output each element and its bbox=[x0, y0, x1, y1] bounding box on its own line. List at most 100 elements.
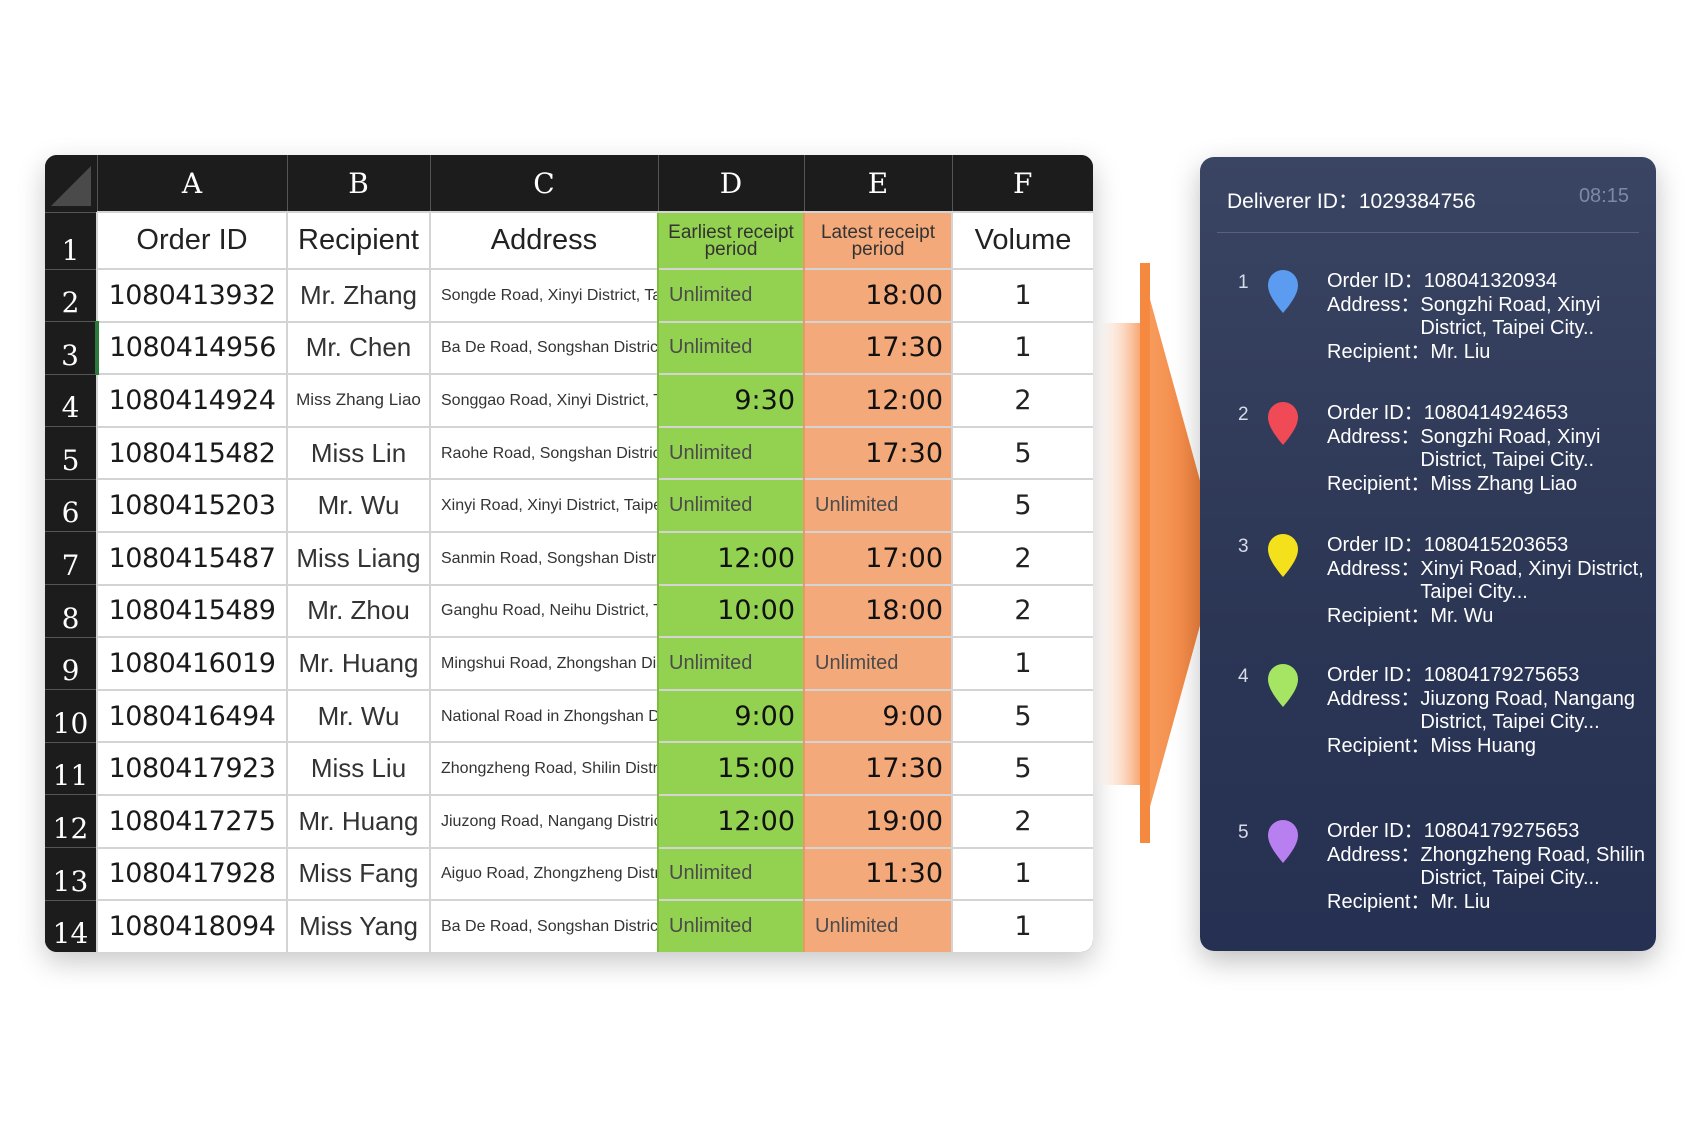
table-row[interactable]: 6 1080415203 Mr. Wu Xinyi Road, Xinyi Distr… bbox=[45, 478, 1093, 532]
cell-recipient[interactable]: Mr. Zhang bbox=[286, 268, 430, 322]
cell-volume[interactable]: 2 bbox=[951, 583, 1093, 638]
cell-address[interactable]: Ba De Road, Songshan District, Taipei Ci… bbox=[429, 899, 658, 952]
row-number[interactable]: 1 bbox=[45, 211, 97, 269]
cell-order-id[interactable]: 1080415489 bbox=[96, 583, 287, 638]
column-header-f[interactable]: F bbox=[951, 155, 1093, 212]
table-row[interactable]: 2 1080413932 Mr. Zhang Songde Road, Xinyi D… bbox=[45, 268, 1093, 322]
header-order-id[interactable]: Order ID bbox=[96, 211, 287, 269]
table-row[interactable]: 11 1080417923 Miss Liu Zhongzheng Road, Shi… bbox=[45, 741, 1093, 795]
cell-order-id[interactable]: 1080413932 bbox=[96, 268, 287, 322]
cell-order-id[interactable]: 1080418094 bbox=[96, 899, 287, 952]
column-header-e[interactable]: E bbox=[803, 155, 952, 212]
cell-volume[interactable]: 2 bbox=[951, 793, 1093, 848]
cell-recipient[interactable]: Miss Liu bbox=[286, 741, 430, 795]
cell-address[interactable]: Mingshui Road, Zhongshan District, Taipe… bbox=[429, 636, 658, 690]
cell-earliest[interactable]: 9:00 bbox=[657, 688, 804, 743]
cell-latest[interactable]: 17:30 bbox=[803, 320, 952, 375]
row-number[interactable]: 10 bbox=[45, 689, 97, 743]
cell-address[interactable]: Sanmin Road, Songshan District, Taipei C… bbox=[429, 530, 658, 585]
cell-address[interactable]: Songgao Road, Xinyi District, Taipei Cit… bbox=[429, 373, 658, 427]
cell-volume[interactable]: 1 bbox=[951, 320, 1093, 375]
header-address[interactable]: Address bbox=[429, 211, 658, 269]
cell-address[interactable]: Ganghu Road, Neihu District, Taipei City… bbox=[429, 583, 658, 638]
header-recipient[interactable]: Recipient bbox=[286, 211, 430, 269]
cell-address[interactable]: National Road in Zhongshan District, Tai… bbox=[429, 688, 658, 743]
cell-address[interactable]: Zhongzheng Road, Shilin District, Taipei… bbox=[429, 741, 658, 795]
cell-earliest[interactable]: Unlimited bbox=[657, 425, 804, 480]
cell-volume[interactable]: 2 bbox=[951, 373, 1093, 427]
table-row[interactable]: 13 1080417928 Miss Fang Aiguo Road, Zhongzh… bbox=[45, 846, 1093, 901]
cell-order-id[interactable]: 1080415482 bbox=[96, 425, 287, 480]
cell-earliest[interactable]: Unlimited bbox=[657, 320, 804, 375]
row-number[interactable]: 6 bbox=[45, 478, 97, 532]
header-volume[interactable]: Volume bbox=[951, 211, 1093, 269]
cell-address[interactable]: Aiguo Road, Zhongzheng District, Taipei … bbox=[429, 846, 658, 901]
row-number[interactable]: 4 bbox=[45, 373, 97, 427]
column-header-c[interactable]: C bbox=[429, 155, 658, 212]
table-row[interactable]: 7 1080415487 Miss Liang Sanmin Road, Songsh… bbox=[45, 530, 1093, 585]
cell-earliest[interactable]: 15:00 bbox=[657, 741, 804, 795]
cell-earliest[interactable]: Unlimited bbox=[657, 478, 804, 532]
cell-recipient[interactable]: Miss Lin bbox=[286, 425, 430, 480]
row-number[interactable]: 2 bbox=[45, 268, 97, 322]
row-number[interactable]: 3 bbox=[45, 321, 99, 375]
cell-earliest[interactable]: 9:30 bbox=[657, 373, 804, 427]
cell-latest[interactable]: Unlimited bbox=[803, 478, 952, 532]
cell-volume[interactable]: 1 bbox=[951, 268, 1093, 322]
cell-latest[interactable]: Unlimited bbox=[803, 899, 952, 952]
cell-latest[interactable]: 9:00 bbox=[803, 688, 952, 743]
table-row[interactable]: 4 1080414924 Miss Zhang Liao Songgao Road, … bbox=[45, 373, 1093, 427]
row-number[interactable]: 5 bbox=[45, 426, 97, 480]
row-number[interactable]: 9 bbox=[45, 636, 97, 690]
cell-earliest[interactable]: 12:00 bbox=[657, 793, 804, 848]
cell-order-id[interactable]: 1080417275 bbox=[96, 793, 287, 848]
cell-order-id[interactable]: 1080414924 bbox=[96, 373, 287, 427]
column-header-a[interactable]: A bbox=[96, 155, 287, 212]
cell-recipient[interactable]: Mr. Chen bbox=[286, 320, 430, 375]
column-header-d[interactable]: D bbox=[657, 155, 804, 212]
cell-recipient[interactable]: Mr. Huang bbox=[286, 636, 430, 690]
cell-volume[interactable]: 1 bbox=[951, 899, 1093, 952]
select-all-corner[interactable] bbox=[45, 155, 97, 212]
cell-order-id[interactable]: 1080414956 bbox=[96, 320, 287, 375]
cell-address[interactable]: Songde Road, Xinyi District, Taipei City… bbox=[429, 268, 658, 322]
cell-earliest[interactable]: Unlimited bbox=[657, 268, 804, 322]
cell-latest[interactable]: 19:00 bbox=[803, 793, 952, 848]
cell-volume[interactable]: 5 bbox=[951, 741, 1093, 795]
cell-earliest[interactable]: Unlimited bbox=[657, 899, 804, 952]
cell-order-id[interactable]: 1080415487 bbox=[96, 530, 287, 585]
row-number[interactable]: 8 bbox=[45, 584, 97, 638]
cell-earliest[interactable]: Unlimited bbox=[657, 846, 804, 901]
cell-address[interactable]: Ba De Road, Songshan District, Taipei Ci… bbox=[429, 320, 658, 375]
cell-recipient[interactable]: Miss Fang bbox=[286, 846, 430, 901]
row-number[interactable]: 11 bbox=[45, 741, 97, 795]
cell-order-id[interactable]: 1080416494 bbox=[96, 688, 287, 743]
cell-recipient[interactable]: Mr. Zhou bbox=[286, 583, 430, 638]
row-number[interactable]: 13 bbox=[45, 847, 97, 901]
table-row[interactable]: 9 1080416019 Mr. Huang Mingshui Road, Zhong… bbox=[45, 636, 1093, 690]
cell-earliest[interactable]: 10:00 bbox=[657, 583, 804, 638]
column-header-b[interactable]: B bbox=[286, 155, 430, 212]
cell-recipient[interactable]: Mr. Wu bbox=[286, 688, 430, 743]
table-row[interactable]: 14 1080418094 Miss Yang Ba De Road, Songsha… bbox=[45, 899, 1093, 952]
cell-volume[interactable]: 5 bbox=[951, 425, 1093, 480]
table-row[interactable]: 10 1080416494 Mr. Wu National Road in Zhong… bbox=[45, 688, 1093, 743]
cell-address[interactable]: Jiuzong Road, Nangang District, Taipei C… bbox=[429, 793, 658, 848]
cell-address[interactable]: Raohe Road, Songshan District, Taipei Ci… bbox=[429, 425, 658, 480]
cell-earliest[interactable]: Unlimited bbox=[657, 636, 804, 690]
cell-latest[interactable]: 17:00 bbox=[803, 530, 952, 585]
cell-order-id[interactable]: 1080417923 bbox=[96, 741, 287, 795]
header-latest-receipt-period[interactable]: Latest receipt period bbox=[803, 211, 952, 269]
cell-volume[interactable]: 5 bbox=[951, 478, 1093, 532]
cell-latest[interactable]: 18:00 bbox=[803, 583, 952, 638]
cell-volume[interactable]: 1 bbox=[951, 846, 1093, 901]
header-earliest-receipt-period[interactable]: Earliest receipt period bbox=[657, 211, 804, 269]
cell-recipient[interactable]: Mr. Wu bbox=[286, 478, 430, 532]
table-row[interactable]: 3 1080414956 Mr. Chen Ba De Road, Songshan … bbox=[45, 320, 1093, 375]
cell-volume[interactable]: 5 bbox=[951, 688, 1093, 743]
table-row[interactable]: 8 1080415489 Mr. Zhou Ganghu Road, Neihu Di… bbox=[45, 583, 1093, 638]
cell-latest[interactable]: 17:30 bbox=[803, 741, 952, 795]
cell-latest[interactable]: 12:00 bbox=[803, 373, 952, 427]
cell-volume[interactable]: 1 bbox=[951, 636, 1093, 690]
cell-latest[interactable]: 11:30 bbox=[803, 846, 952, 901]
